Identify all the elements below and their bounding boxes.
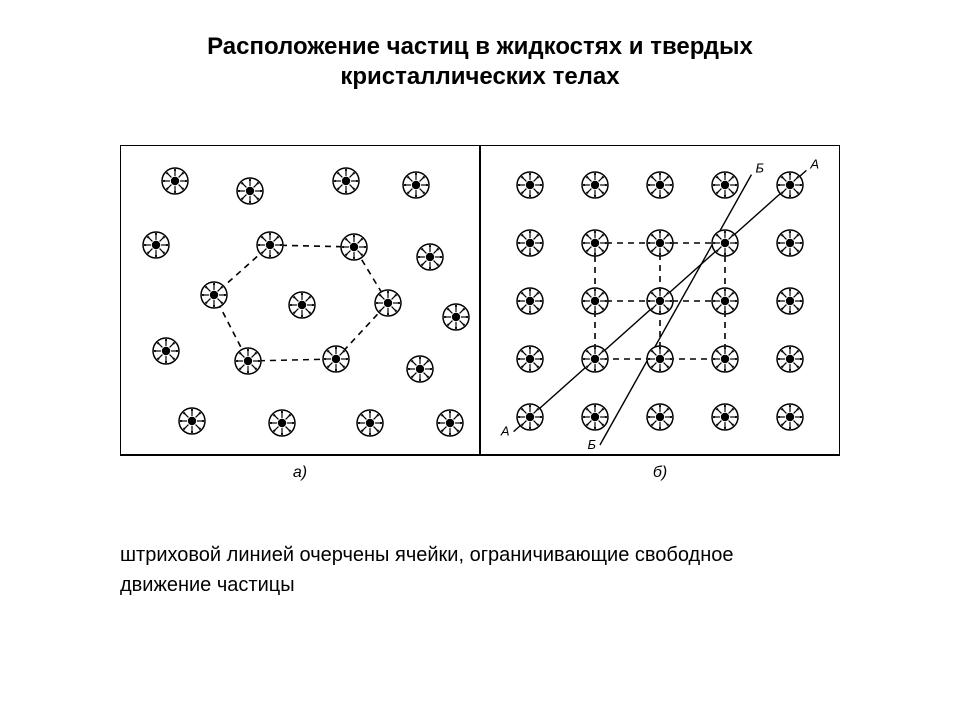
svg-text:б): б) xyxy=(653,464,667,481)
page: Расположение частиц в жидкостях и тверды… xyxy=(0,0,960,720)
svg-text:а): а) xyxy=(293,464,307,481)
page-title: Расположение частиц в жидкостях и тверды… xyxy=(0,0,960,92)
svg-text:А: А xyxy=(500,424,510,439)
svg-text:Б: Б xyxy=(587,437,596,452)
svg-text:Б: Б xyxy=(755,161,764,176)
svg-text:А: А xyxy=(809,156,819,171)
figure: А А Б Ба) б) xyxy=(120,145,840,485)
caption: штриховой линией очерчены ячейки, ограни… xyxy=(120,540,840,600)
figure-svg: А А Б Ба) б) xyxy=(120,145,840,485)
